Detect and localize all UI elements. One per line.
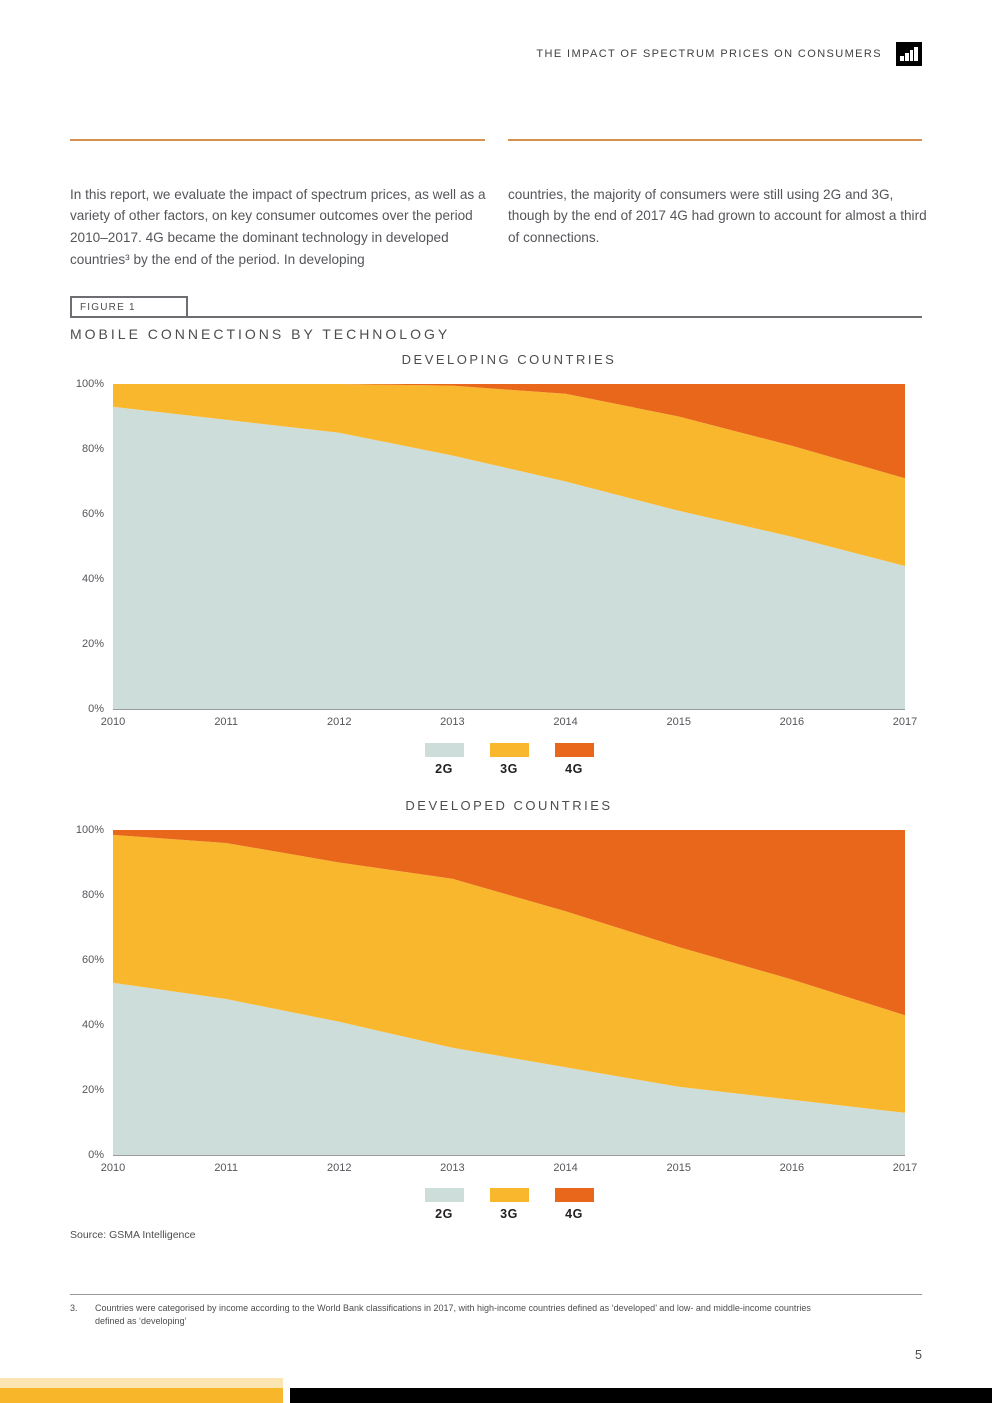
page-number: 5 [915, 1348, 922, 1362]
y-axis-tick-label: 20% [81, 1084, 104, 1096]
x-axis-tick-label: 2012 [327, 1162, 352, 1174]
chart-developing-countries: DEVELOPING COUNTRIES 100% 80% 60% 40% 20% 0% 2… [48, 352, 928, 744]
intro-paragraph-right: countries, the majority of consumers wer… [508, 186, 927, 246]
page-header: THE IMPACT OF SPECTRUM PRICES ON CONSUME… [536, 42, 922, 66]
plot-area: 100% 80% 60% 40% 20% 0% 2010 2011 2012 2013 2014 20… [76, 378, 917, 728]
area-4g [113, 384, 905, 479]
y-axis-tick-label: 100% [75, 378, 104, 390]
x-axis-tick-label: 2011 [214, 716, 238, 728]
area-4g [113, 830, 905, 1016]
y-axis-tick-label: 80% [81, 443, 104, 455]
legend-item-3g: 3G [489, 1188, 529, 1221]
area-2g [113, 406, 905, 709]
x-axis-tick-label: 2015 [666, 1162, 691, 1174]
legend-swatch-4g [554, 1188, 594, 1202]
intro-rule-left [70, 139, 485, 141]
plot-area: 100% 80% 60% 40% 20% 0% 2010 2011 2012 2013 2014 20… [76, 824, 917, 1174]
legend-item-4g: 4G [554, 743, 594, 776]
figure-label: FIGURE 1 [80, 301, 136, 313]
chart-title: DEVELOPED COUNTRIES [405, 798, 613, 813]
y-axis-tick-label: 20% [81, 638, 104, 650]
y-axis-tick-label: 100% [75, 824, 104, 836]
footnote: 3. Countries were categorised by income … [70, 1302, 840, 1328]
legend-swatch-3g [489, 743, 529, 757]
chart-developed-countries: DEVELOPED COUNTRIES 100% 80% 60% 40% 20% 0% 20… [48, 798, 928, 1190]
footnote-rule [70, 1294, 922, 1295]
x-axis-tick-label: 2017 [892, 1162, 918, 1174]
area-3g [113, 834, 905, 1113]
chart-title: DEVELOPING COUNTRIES [401, 352, 617, 367]
chart-legend: 2G 3G 4G [113, 743, 905, 776]
x-axis-line [113, 1155, 905, 1156]
x-axis-tick-label: 2012 [327, 716, 352, 728]
y-axis-tick-label: 0% [88, 1149, 104, 1161]
x-axis-tick-label: 2014 [553, 1162, 578, 1174]
footnote-number: 3. [70, 1303, 78, 1313]
x-axis-tick-label: 2016 [779, 716, 805, 728]
x-axis-tick-label: 2011 [214, 1162, 238, 1174]
source-note: Source: GSMA Intelligence [70, 1229, 196, 1241]
x-axis-tick-label: 2010 [100, 716, 126, 728]
figure-label-box: FIGURE 1 [70, 296, 188, 318]
x-axis-tick-label: 2013 [440, 716, 465, 728]
legend-label: 4G [565, 1207, 583, 1221]
legend-item-2g: 2G [424, 1188, 464, 1221]
footer-bar-black [290, 1388, 992, 1403]
legend-label: 3G [500, 762, 518, 776]
legend-swatch-2g [424, 743, 464, 757]
legend-item-2g: 2G [424, 743, 464, 776]
area-2g [113, 982, 905, 1155]
legend-label: 4G [565, 762, 583, 776]
x-axis-line [113, 709, 905, 710]
legend-swatch-2g [424, 1188, 464, 1202]
legend-item-3g: 3G [489, 743, 529, 776]
x-axis-tick-label: 2014 [553, 716, 578, 728]
footer-bar-pale [0, 1378, 283, 1388]
footnote-text: Countries were categorised by income acc… [95, 1303, 811, 1327]
y-axis-tick-label: 80% [81, 889, 104, 901]
intro-rule-right [508, 139, 922, 141]
x-axis-tick-label: 2013 [440, 1162, 465, 1174]
y-axis-tick-label: 40% [81, 1019, 104, 1031]
x-axis-tick-label: 2017 [892, 716, 918, 728]
legend-swatch-3g [489, 1188, 529, 1202]
y-axis-tick-label: 0% [88, 703, 104, 715]
legend-swatch-4g [554, 743, 594, 757]
legend-label: 2G [435, 762, 453, 776]
legend-item-4g: 4G [554, 1188, 594, 1221]
y-axis-tick-label: 60% [81, 508, 104, 520]
x-axis-tick-label: 2016 [779, 1162, 805, 1174]
figure-title: MOBILE CONNECTIONS BY TECHNOLOGY [70, 326, 451, 342]
x-axis-tick-label: 2015 [666, 716, 691, 728]
footer-bar-gold [0, 1388, 283, 1403]
bar-chart-icon [896, 42, 922, 66]
legend-label: 2G [435, 1207, 453, 1221]
area-3g [113, 384, 905, 566]
chart-legend: 2G 3G 4G [113, 1188, 905, 1221]
legend-label: 3G [500, 1207, 518, 1221]
figure-divider-line [70, 316, 922, 318]
running-header-title: THE IMPACT OF SPECTRUM PRICES ON CONSUME… [536, 48, 882, 60]
y-axis-tick-label: 60% [81, 954, 104, 966]
y-axis-tick-label: 40% [81, 573, 104, 585]
x-axis-tick-label: 2010 [100, 1162, 126, 1174]
intro-paragraph-left: In this report, we evaluate the impact o… [70, 186, 486, 267]
